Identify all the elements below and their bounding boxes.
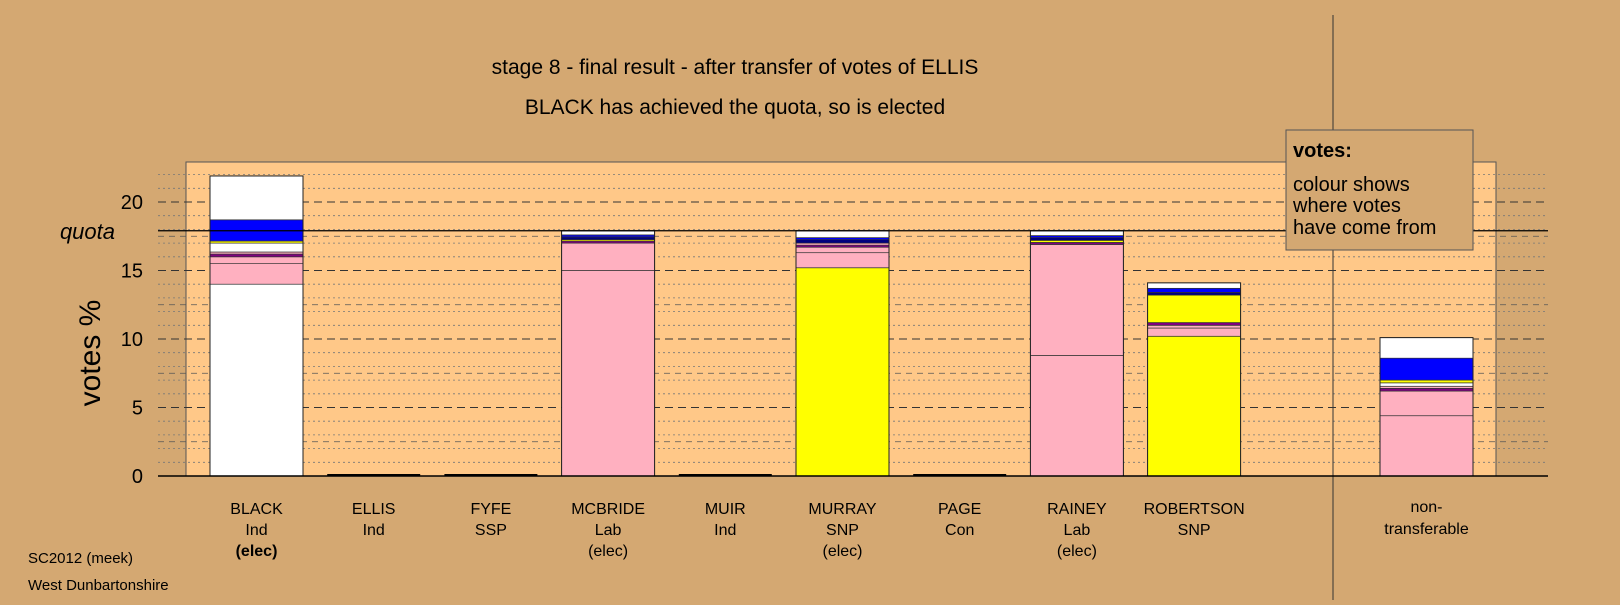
bar-black-segment xyxy=(209,175,304,221)
candidate-name-black: BLACK xyxy=(230,501,283,518)
candidate-status-rainey: (elec) xyxy=(1057,543,1097,560)
bar-non-transferable-segment xyxy=(1379,357,1474,381)
bar-robertson-segment xyxy=(1147,282,1241,289)
bar-rainey-segment xyxy=(1030,237,1124,241)
candidate-party-rainey: Lab xyxy=(1064,522,1091,539)
y-tick-label: 10 xyxy=(121,329,143,351)
bar-robertson-segment xyxy=(1147,294,1241,323)
candidate-party-fyfe: SSP xyxy=(475,522,507,539)
candidate-name-page: PAGE xyxy=(938,501,981,518)
bar-rainey-segment xyxy=(1030,355,1124,477)
candidate-status-mcbride: (elec) xyxy=(588,543,628,560)
bar-mcbride-segment xyxy=(561,236,655,241)
bar-murray-segment xyxy=(795,239,890,244)
bar-black-segment xyxy=(209,263,304,285)
bar-non-transferable-segment xyxy=(1379,382,1474,387)
y-tick-label: 0 xyxy=(132,466,143,488)
bar-mcbride-segment xyxy=(561,242,655,271)
bar-robertson-segment xyxy=(1147,327,1241,337)
bar-non-transferable-segment xyxy=(1379,415,1474,477)
legend-line-2: where votes xyxy=(1292,195,1401,217)
bar-mcbride-segment xyxy=(561,270,655,477)
bar-murray-segment xyxy=(795,246,890,254)
candidate-party-black: Ind xyxy=(245,522,267,539)
legend-line-1: colour shows xyxy=(1293,174,1410,196)
y-axis-label: votes % xyxy=(74,300,107,407)
bar-murray-segment xyxy=(795,267,890,477)
candidate-name-muir: MUIR xyxy=(705,501,746,518)
candidate-name-rainey: RAINEY xyxy=(1047,501,1107,518)
quota-label: quota xyxy=(60,219,115,244)
candidate-party-mcbride: Lab xyxy=(595,522,622,539)
bar-robertson-segment xyxy=(1147,322,1241,326)
footer-ward: West Dunbartonshire xyxy=(28,577,169,594)
bar-mcbride-segment xyxy=(561,230,655,236)
y-tick-label: 20 xyxy=(121,192,143,214)
chart-subtitle: BLACK has achieved the quota, so is elec… xyxy=(525,96,945,119)
chart-legend: votes: colour shows where votes have com… xyxy=(1285,129,1474,251)
candidate-name-fyfe: FYFE xyxy=(470,501,511,518)
candidate-party-ellis: Ind xyxy=(363,522,385,539)
bar-robertson-segment xyxy=(1147,287,1241,293)
candidate-party-page: Con xyxy=(945,522,974,539)
bar-non-transferable-segment xyxy=(1379,387,1474,392)
bar-robertson-segment xyxy=(1147,292,1241,296)
candidate-party-muir: Ind xyxy=(714,522,736,539)
non-transferable-label-2: transferable xyxy=(1384,521,1469,538)
candidate-name-murray: MURRAY xyxy=(808,501,876,518)
candidate-status-murray: (elec) xyxy=(822,543,862,560)
y-tick-label: 5 xyxy=(132,398,143,420)
bar-black-segment xyxy=(209,253,304,258)
non-transferable-label-1: non- xyxy=(1410,499,1442,516)
legend-box xyxy=(1285,129,1474,251)
bar-murray-segment xyxy=(795,230,890,238)
bar-non-transferable-segment xyxy=(1379,390,1474,417)
bar-black-segment xyxy=(209,283,304,477)
candidate-party-robertson: SNP xyxy=(1178,522,1211,539)
candidate-name-ellis: ELLIS xyxy=(352,501,396,518)
candidate-name-mcbride: MCBRIDE xyxy=(571,501,645,518)
footer-source: SC2012 (meek) xyxy=(28,550,133,567)
candidate-name-robertson: ROBERTSON xyxy=(1144,501,1245,518)
chart-title: stage 8 - final result - after transfer … xyxy=(492,56,979,79)
bar-non-transferable-segment xyxy=(1379,379,1474,384)
bar-non-transferable-segment xyxy=(1379,337,1474,359)
bar-black-segment xyxy=(209,242,304,253)
y-tick-label: 15 xyxy=(121,261,143,283)
legend-title: votes: xyxy=(1293,140,1352,162)
bar-murray-segment xyxy=(795,252,890,269)
legend-line-3: have come from xyxy=(1293,217,1436,239)
candidate-status-black: (elec) xyxy=(236,543,278,560)
candidate-party-murray: SNP xyxy=(826,522,859,539)
bar-rainey-segment xyxy=(1030,230,1124,236)
bar-robertson-segment xyxy=(1147,324,1241,329)
bar-black-segment xyxy=(209,256,304,264)
bar-robertson-segment xyxy=(1147,335,1241,477)
bar-rainey-segment xyxy=(1030,244,1124,356)
